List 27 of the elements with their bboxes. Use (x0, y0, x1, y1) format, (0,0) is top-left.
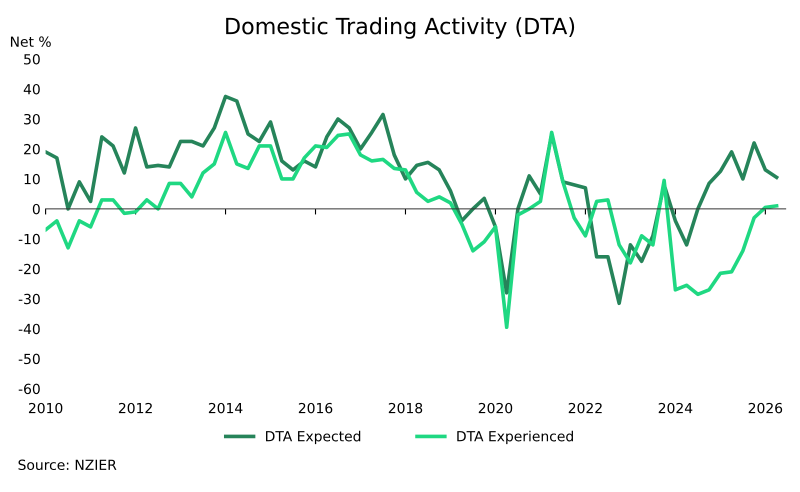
x-tick-label: 2020 (478, 402, 512, 414)
legend-label: DTA Experienced (457, 430, 573, 444)
y-tick-label: 10 (24, 174, 40, 184)
y-tick-label: 0 (32, 204, 40, 214)
x-tick-label: 2018 (388, 402, 422, 414)
x-tick-label: 2016 (298, 402, 332, 414)
source-note: Source: NZIER (18, 460, 116, 470)
y-tick-label: 40 (24, 84, 40, 94)
legend-label: DTA Expected (266, 430, 360, 444)
y-tick-label: 50 (24, 54, 40, 65)
x-tick-label: 2014 (208, 402, 242, 414)
y-tick-label: -10 (18, 234, 40, 244)
y-tick-label: 30 (24, 114, 40, 124)
y-tick-label: -60 (18, 384, 40, 394)
y-tick-label: 20 (24, 144, 40, 154)
x-tick-label: 2012 (118, 402, 152, 414)
x-tick-label: 2022 (568, 402, 602, 414)
y-tick-label: -40 (18, 324, 40, 334)
x-tick-label: 2026 (748, 402, 782, 414)
chart-title: Domestic Trading Activity (DTA) (226, 17, 574, 39)
line-series (46, 130, 778, 330)
y-tick-label: -30 (18, 294, 40, 304)
y-axis-title: Net % (10, 36, 51, 47)
y-tick-label: -20 (18, 264, 40, 274)
y-tick-label: -50 (18, 354, 40, 364)
x-tick-label: 2010 (28, 402, 62, 414)
x-tick-label: 2024 (658, 402, 692, 414)
